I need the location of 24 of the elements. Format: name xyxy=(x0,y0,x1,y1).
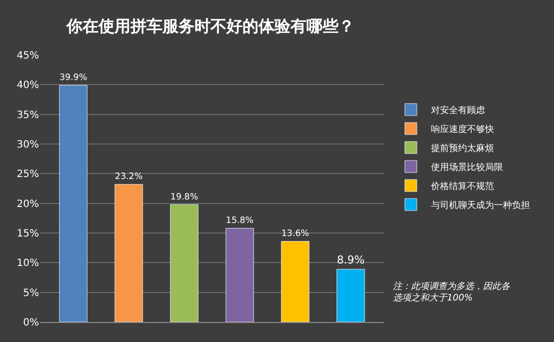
text: 39.9% xyxy=(59,73,88,84)
y-tick-label: 0% xyxy=(23,318,39,328)
legend-label: 与司机聊天成为一种负担 xyxy=(430,200,530,212)
y-tick-label: 45% xyxy=(16,50,39,62)
text: 23.2% xyxy=(114,172,143,182)
y-tick-label: 5% xyxy=(23,288,39,299)
y-tick-label: 10% xyxy=(16,258,39,270)
y-tick-label: 30% xyxy=(16,140,39,150)
text: 8.9% xyxy=(336,253,365,266)
y-tick-label: 40% xyxy=(16,80,39,92)
legend-label: 价格结算不规范 xyxy=(430,181,494,192)
y-tick-label: 15% xyxy=(16,228,39,240)
y-tick-label: 35% xyxy=(16,110,39,121)
legend-label: 提前预约太麻烦 xyxy=(430,143,494,154)
legend-label: 使用场景比较局限 xyxy=(430,162,503,174)
legend-label: 响应速度不够快 xyxy=(430,124,494,136)
text: 15.8% xyxy=(226,216,254,226)
y-tick-label: 20% xyxy=(16,198,39,210)
chart-title: 你在使用拼车服务时不好的体验有哪些？ xyxy=(66,16,355,36)
text: 19.8% xyxy=(170,192,198,202)
legend-label: 对安全有顾虑 xyxy=(430,105,485,116)
text: 注：此项调查为多选，因此各选项之和大于100% xyxy=(393,281,511,304)
y-tick-label: 25% xyxy=(16,169,39,180)
text: 13.6% xyxy=(281,229,310,240)
